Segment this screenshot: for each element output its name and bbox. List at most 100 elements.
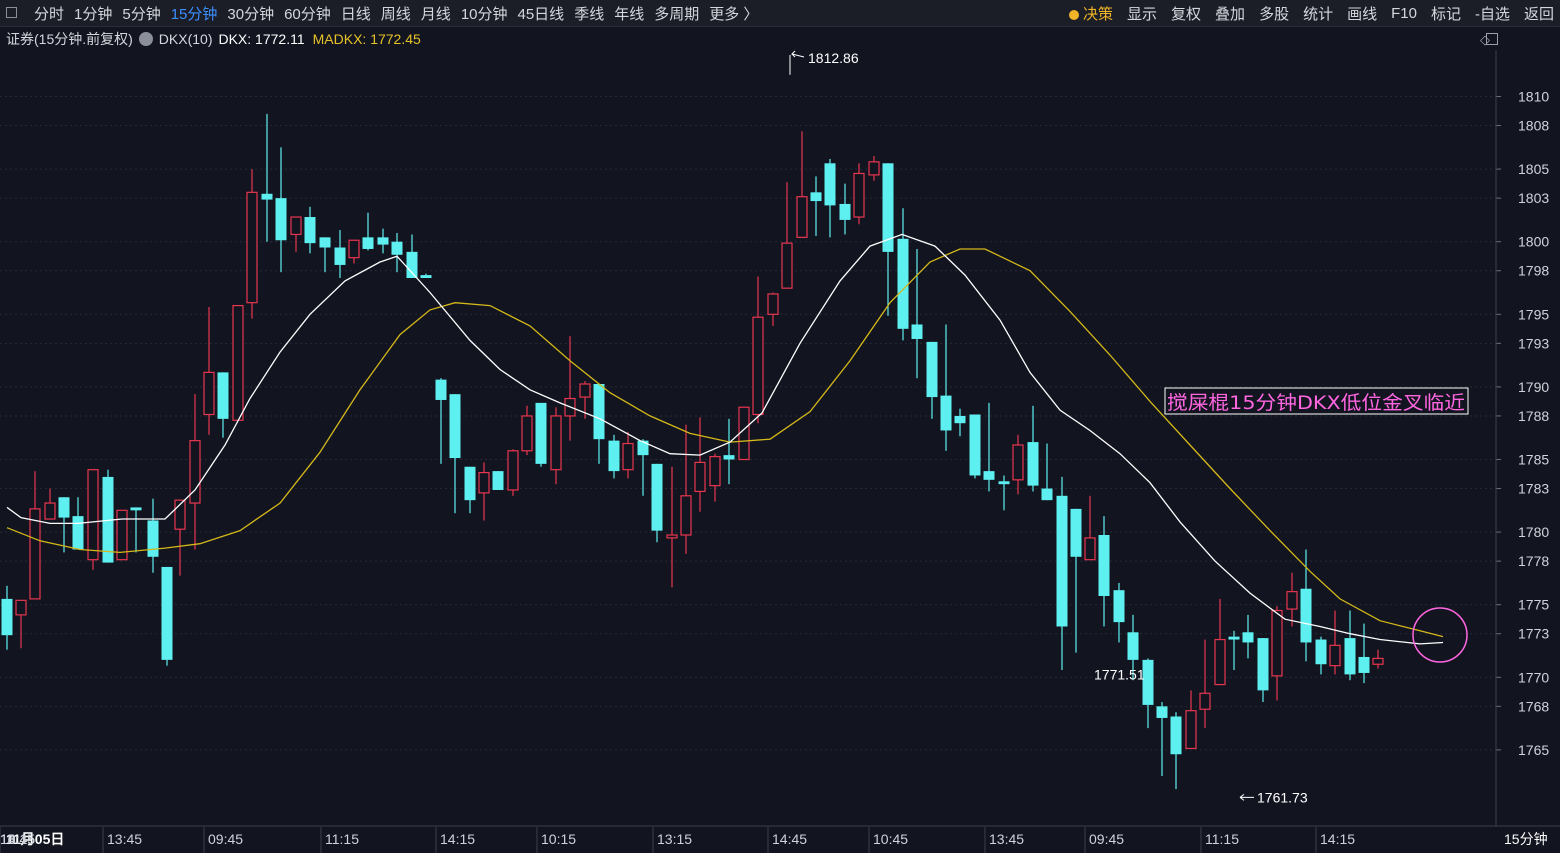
tool-button-5[interactable]: 统计 [1303,6,1334,23]
tab-9[interactable]: 10分钟 [460,6,508,23]
tool-button-1[interactable]: 显示 [1127,6,1158,23]
candle-body-56 [810,192,822,202]
x-tick-label-11: 11:15 [1205,831,1239,847]
candle-body-23 [334,247,346,265]
local-low-label: 1771.51 [1094,666,1145,682]
x-tick-label-3: 11:15 [325,831,359,847]
candle-body-31 [449,394,461,459]
candle-body-62 [897,238,909,329]
candle-body-81 [1170,716,1182,755]
candle-body-43 [622,442,634,471]
candle-body-20 [290,216,302,236]
candle-body-11 [161,566,173,660]
candle-body-36 [521,415,533,452]
tool-button-3[interactable]: 叠加 [1215,6,1246,23]
candle-body-58 [839,203,851,220]
tab-14[interactable]: 更多 〉 [709,6,759,23]
candle-body-32 [464,466,476,501]
candle-body-48 [694,461,706,493]
x-tick-label-14: 13:15 [0,831,35,847]
chart-tools: 决策 显示 复权 叠加 多股 统计 画线 F10 标记 -自选 返回 [1055,0,1554,27]
tab-8[interactable]: 月线 [420,6,451,23]
tool-button-7[interactable]: F10 [1391,5,1417,22]
candle-body-83 [1199,692,1211,710]
y-tick-label-7: 1783 [1518,481,1549,497]
candle-body-24 [348,239,360,259]
y-tick-label-10: 1790 [1518,379,1549,395]
tab-12[interactable]: 年线 [614,6,645,23]
tab-6[interactable]: 日线 [340,6,371,23]
x-tick-label-4: 14:15 [440,831,475,847]
period-tabs: 分时 1分钟 5分钟 15分钟 30分钟 60分钟 日线 周线 月线 10分钟 45日线 季线 年线 多周… [34,0,768,27]
candle-body-38 [550,415,562,471]
y-tick-label-1: 1768 [1518,698,1549,714]
tab-13[interactable]: 多周期 [654,6,700,23]
madkx-value: MADKX: 1772.45 [312,31,421,47]
tool-button-8[interactable]: 标记 [1430,6,1461,23]
tab-10[interactable]: 45日线 [517,6,565,23]
candle-body-3 [44,502,56,520]
y-tick-label-13: 1798 [1518,263,1549,279]
tab-7[interactable]: 周线 [380,6,411,23]
candle-body-33 [478,471,490,494]
x-tick-label-8: 10:45 [873,831,908,847]
candle-body-10 [147,520,159,557]
tab-3[interactable]: 15分钟 [170,6,218,23]
candle-body-4 [58,497,70,518]
candle-body-53 [767,293,779,315]
tool-button-6[interactable]: 画线 [1347,6,1378,23]
candle-body-89 [1286,591,1298,610]
candle-body-84 [1214,638,1226,686]
chevron-down-icon[interactable] [138,32,153,46]
tab-0[interactable]: 分时 [34,6,65,23]
candle-body-88 [1271,609,1283,677]
y-tick-label-0: 1765 [1518,742,1549,758]
y-tick-label-18: 1810 [1518,89,1549,105]
candle-body-28 [406,251,418,278]
y-tick-label-3: 1773 [1518,626,1549,642]
diamond-icon[interactable]: ◇ [1480,32,1490,47]
candle-body-90 [1300,588,1312,643]
candle-body-37 [535,402,547,464]
candle-body-92 [1329,644,1341,667]
candle-body-25 [362,237,374,249]
candle-body-86 [1242,632,1254,643]
candle-body-21 [304,217,316,244]
period-label: 15分钟 [1504,831,1548,847]
tool-button-4[interactable]: 多股 [1259,6,1290,23]
candle-body-26 [377,237,389,245]
candle-body-57 [824,163,836,206]
tab-4[interactable]: 30分钟 [227,6,275,23]
tool-button-2[interactable]: 复权 [1171,6,1202,23]
period-toolbar: 分时 1分钟 5分钟 15分钟 30分钟 60分钟 日线 周线 月线 10分钟 45日线 季线 年线 多周… [0,0,1560,27]
candle-body-79 [1142,659,1154,705]
candle-body-70 [1012,444,1024,481]
tab-11[interactable]: 季线 [574,6,605,23]
x-tick-label-15: 14:45 [0,831,35,847]
y-tick-label-12: 1795 [1518,306,1549,322]
security-label: 证券(15分钟.前复权) [6,31,133,47]
y-tick-label-5: 1778 [1518,553,1549,569]
x-tick-label-13: 10:15 [0,831,35,847]
candle-body-29 [420,275,432,278]
candle-body-75 [1084,537,1096,561]
tab-5[interactable]: 60分钟 [284,6,331,23]
tab-1[interactable]: 1分钟 [74,6,113,23]
tool-button-0[interactable]: 决策 [1069,3,1113,24]
candle-body-80 [1156,706,1168,718]
window-menu-icon[interactable] [6,7,17,18]
tab-2[interactable]: 5分钟 [122,6,161,23]
panel-toggle-icon[interactable] [1486,33,1498,45]
tool-button-10[interactable]: 返回 [1523,6,1554,23]
candle-body-15 [217,372,229,419]
candle-body-93 [1344,638,1356,675]
candle-body-73 [1056,495,1068,627]
note-text: 搅屎棍15分钟DKX低位金叉临近 [1167,392,1465,414]
candle-body-50 [723,455,735,460]
tool-button-9[interactable]: -自选 [1474,6,1510,23]
x-tick-label-6: 13:15 [657,831,692,847]
candle-body-78 [1127,632,1139,660]
indicator-name[interactable]: DKX(10) [158,31,213,47]
candle-body-67 [969,414,981,476]
